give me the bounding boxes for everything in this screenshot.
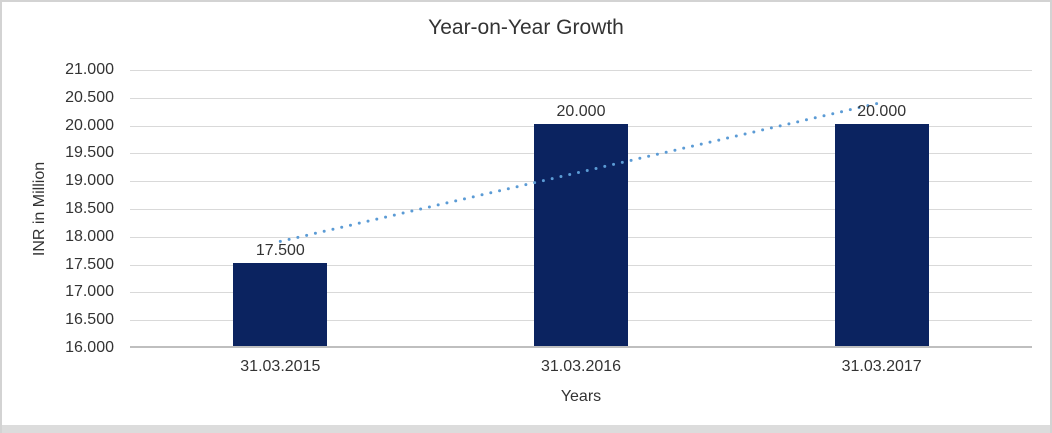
gridline [130,97,1032,99]
x-tick-label: 31.03.2015 [240,358,321,375]
y-tick-label: 19.500 [65,144,114,162]
chart-title: Year-on-Year Growth [428,16,624,39]
gridline [130,70,1032,71]
y-tick-label: 16.500 [65,311,114,329]
y-tick-label: 20.000 [65,116,114,134]
trendline [278,100,884,243]
x-tick-label: 31.03.2016 [540,358,622,375]
x-axis-title: Years [560,388,602,405]
bar-31.03.2015 [233,262,328,346]
bottom-edge-divider [2,425,1050,433]
y-tick-label: 21.000 [65,61,114,78]
y-tick-label: 19.000 [65,172,114,190]
y-tick-label: 17.000 [65,283,114,301]
bar-31.03.2017 [834,123,929,346]
y-tick-label: 20.500 [65,88,114,106]
y-tick-label: 18.000 [65,227,114,245]
y-tick-label: 16.000 [65,339,114,356]
x-axis-tick-labels: 31.03.2015 31.03.2016 31.03.2017 [130,358,1032,378]
y-tick-label: 17.500 [65,255,114,273]
bar-data-label: 17.500 [255,241,305,259]
x-tick-label: 31.03.2017 [841,358,922,375]
plot-area: 17.500 20.000 20.000 [130,70,1032,348]
y-tick-label: 18.500 [65,200,114,217]
bar-data-label: 20.000 [857,102,907,120]
y-axis-tick-labels: 21.000 20.500 20.000 19.500 19.000 18.500 18.0… [2,61,114,356]
bar-31.03.2016 [534,123,628,346]
bar-data-label: 20.000 [556,102,606,120]
